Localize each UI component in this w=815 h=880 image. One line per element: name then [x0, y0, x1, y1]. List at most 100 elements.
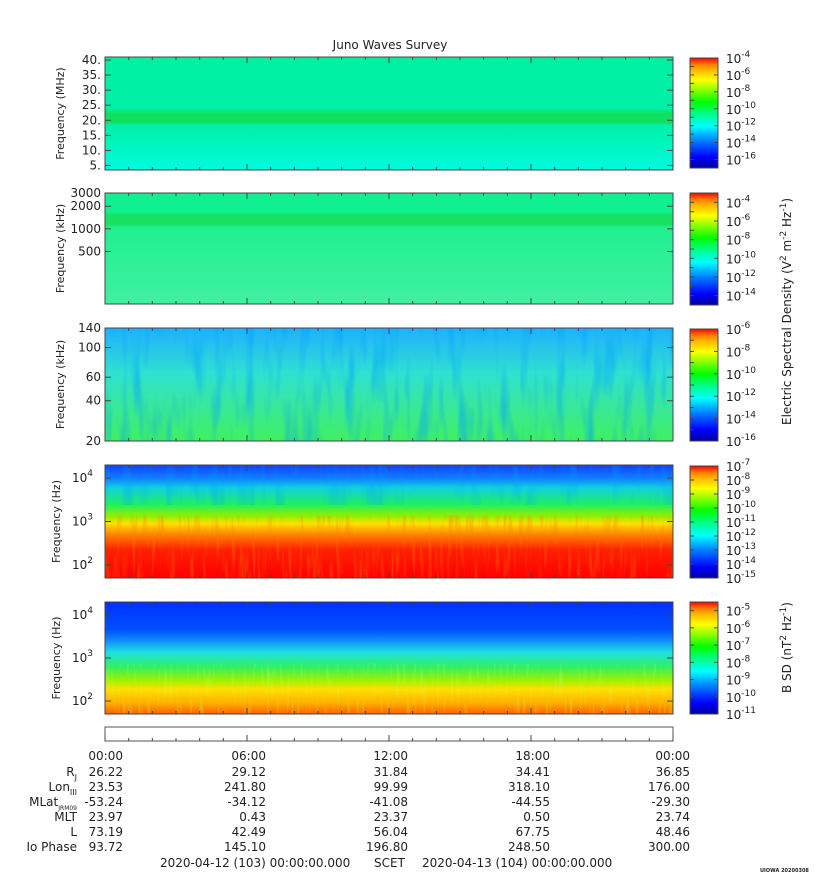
colorbar-gradient [689, 57, 719, 169]
colorbar-tick-label: 10-11 [726, 706, 756, 722]
ephemeris-value: -53.24 [84, 795, 123, 809]
colorbar-tick-label: 10-8 [726, 472, 751, 488]
colorbar-gradient [689, 192, 719, 306]
colorbar-tick-label: 10-10 [726, 101, 756, 117]
colorbar-tick-label: 10-16 [726, 433, 756, 449]
ephemeris-value: 196.80 [366, 840, 408, 854]
colorbar-tick-label: 10-9 [726, 486, 751, 502]
colorbar-mid-frequency: 10-4 10-6 10-8 10-10 10-12 10-14 [689, 192, 756, 306]
ephemeris-value: 48.46 [656, 825, 690, 839]
spectrogram-panel-low-frequency-e: 140 100 60 40 20 Frequency (kHz) [54, 321, 674, 448]
y-tick-label: 30. [82, 83, 101, 97]
ephemeris-value: 99.99 [374, 780, 408, 794]
y-tick-label: 5. [90, 158, 101, 172]
y-tick-label: 60 [86, 370, 101, 384]
y-tick-label: 25. [82, 98, 101, 112]
colorbar-gradient [689, 601, 719, 715]
colorbar-tick-label: 10-6 [726, 213, 751, 229]
time-tick-label: 06:00 [231, 749, 266, 763]
colorbar-tick-label: 10-11 [726, 514, 756, 530]
time-tick-label: 12:00 [373, 749, 408, 763]
spectrogram-texture [105, 465, 673, 505]
spectrogram-image [105, 193, 673, 304]
colorbar-low-frequency-e: 10-6 10-8 10-10 10-12 10-14 10-16 [689, 321, 756, 449]
colorbar-tick-label: 10-6 [726, 620, 751, 636]
colorbar-tick-label: 10-6 [726, 67, 751, 83]
colorbar-tick-label: 10-15 [726, 570, 756, 586]
ephemeris-value: 23.97 [89, 810, 123, 824]
colorbar-tick-label: 10-6 [726, 321, 751, 337]
spectrogram-image [105, 57, 673, 170]
colorbar-label-electric: Electric Spectral Density (V2 m-2 Hz-1) [779, 198, 794, 425]
footer-stamp: UIOWA 20200308 [760, 868, 809, 874]
ephemeris-value: 56.04 [374, 825, 408, 839]
ephemeris-value: 36.85 [656, 765, 690, 779]
ephemeris-value: 31.84 [374, 765, 408, 779]
y-tick-label: 1000 [70, 222, 101, 236]
colorbar-tick-label: 10-10 [726, 500, 756, 516]
ephemeris-value: -44.55 [511, 795, 550, 809]
y-tick-label: 102 [72, 692, 93, 708]
colorbar-tick-label: 10-7 [726, 637, 750, 653]
ephemeris-value: 34.41 [516, 765, 550, 779]
y-tick-label: 20. [82, 113, 101, 127]
colorbar-tick-label: 10-10 [726, 366, 756, 382]
ephemeris-value: 0.43 [239, 810, 266, 824]
y-axis-label: Frequency (MHz) [54, 67, 67, 159]
ephemeris-row-label: MLT [54, 810, 77, 824]
spectrogram-panel-audio-frequency-b: 104 103 102 Frequency (Hz) [50, 601, 674, 715]
colorbar-tick-label: 10-12 [726, 118, 756, 134]
y-tick-label: 15. [82, 128, 101, 142]
ephemeris-value: -34.12 [227, 795, 266, 809]
y-axis-label: Frequency (Hz) [50, 617, 63, 700]
ephemeris-value: 145.10 [224, 840, 266, 854]
y-tick-label: 100 [78, 341, 101, 355]
y-tick-label: 103 [72, 649, 93, 665]
colorbar-tick-label: 10-8 [726, 654, 751, 670]
y-tick-label: 10. [82, 143, 101, 157]
ephemeris-value: 23.74 [656, 810, 690, 824]
colorbar-tick-label: 10-14 [726, 288, 756, 304]
colorbar-tick-label: 10-14 [726, 411, 756, 427]
colorbar-tick-label: 10-14 [726, 556, 756, 572]
footer-scet: SCET [374, 856, 406, 870]
colorbar-label-magnetic: B SD (nT2 Hz-1) [779, 602, 794, 693]
ephemeris-row-label: Io Phase [26, 840, 77, 854]
ephemeris-value: -29.30 [651, 795, 690, 809]
colorbar-tick-label: 10-16 [726, 152, 756, 168]
spectrogram-texture [105, 663, 673, 714]
y-tick-label: 103 [72, 513, 93, 529]
colorbar-tick-label: 10-12 [726, 388, 756, 404]
colorbar-tick-label: 10-4 [726, 194, 751, 210]
time-tick-label: 00:00 [88, 749, 123, 763]
colorbar-tick-label: 10-9 [726, 672, 751, 688]
ephemeris-value: 318.10 [508, 780, 550, 794]
colorbar-tick-label: 10-12 [726, 269, 756, 285]
ephemeris-row-label: MLatJRM09 [29, 795, 77, 812]
ephemeris-value: 241.80 [224, 780, 266, 794]
colorbar-tick-label: 10-7 [726, 458, 750, 474]
colorbar-gradient [689, 328, 719, 442]
y-tick-label: 40. [82, 53, 101, 67]
time-tick-label: 00:00 [655, 749, 690, 763]
ephemeris-value: 93.72 [89, 840, 123, 854]
ephemeris-value: 73.19 [89, 825, 123, 839]
y-axis-label: Frequency (kHz) [54, 204, 67, 293]
chart-title: Juno Waves Survey [332, 38, 448, 52]
ephemeris-value: 29.12 [232, 765, 266, 779]
y-tick-label: 20 [86, 434, 101, 448]
ephemeris-row-label: RJ [66, 765, 77, 782]
time-tick-label: 18:00 [515, 749, 550, 763]
ephemeris-row-label: L [70, 825, 77, 839]
ephemeris-value: 176.00 [648, 780, 690, 794]
ephemeris-value: 23.53 [89, 780, 123, 794]
ephemeris-value: 26.22 [89, 765, 123, 779]
footer-start: 2020-04-12 (103) 00:00:00.000 [160, 856, 350, 870]
colorbar-tick-label: 10-5 [726, 603, 750, 619]
colorbar-tick-label: 10-4 [726, 50, 751, 66]
y-tick-label: 3000 [70, 186, 101, 200]
ephemeris-value: 248.50 [508, 840, 550, 854]
